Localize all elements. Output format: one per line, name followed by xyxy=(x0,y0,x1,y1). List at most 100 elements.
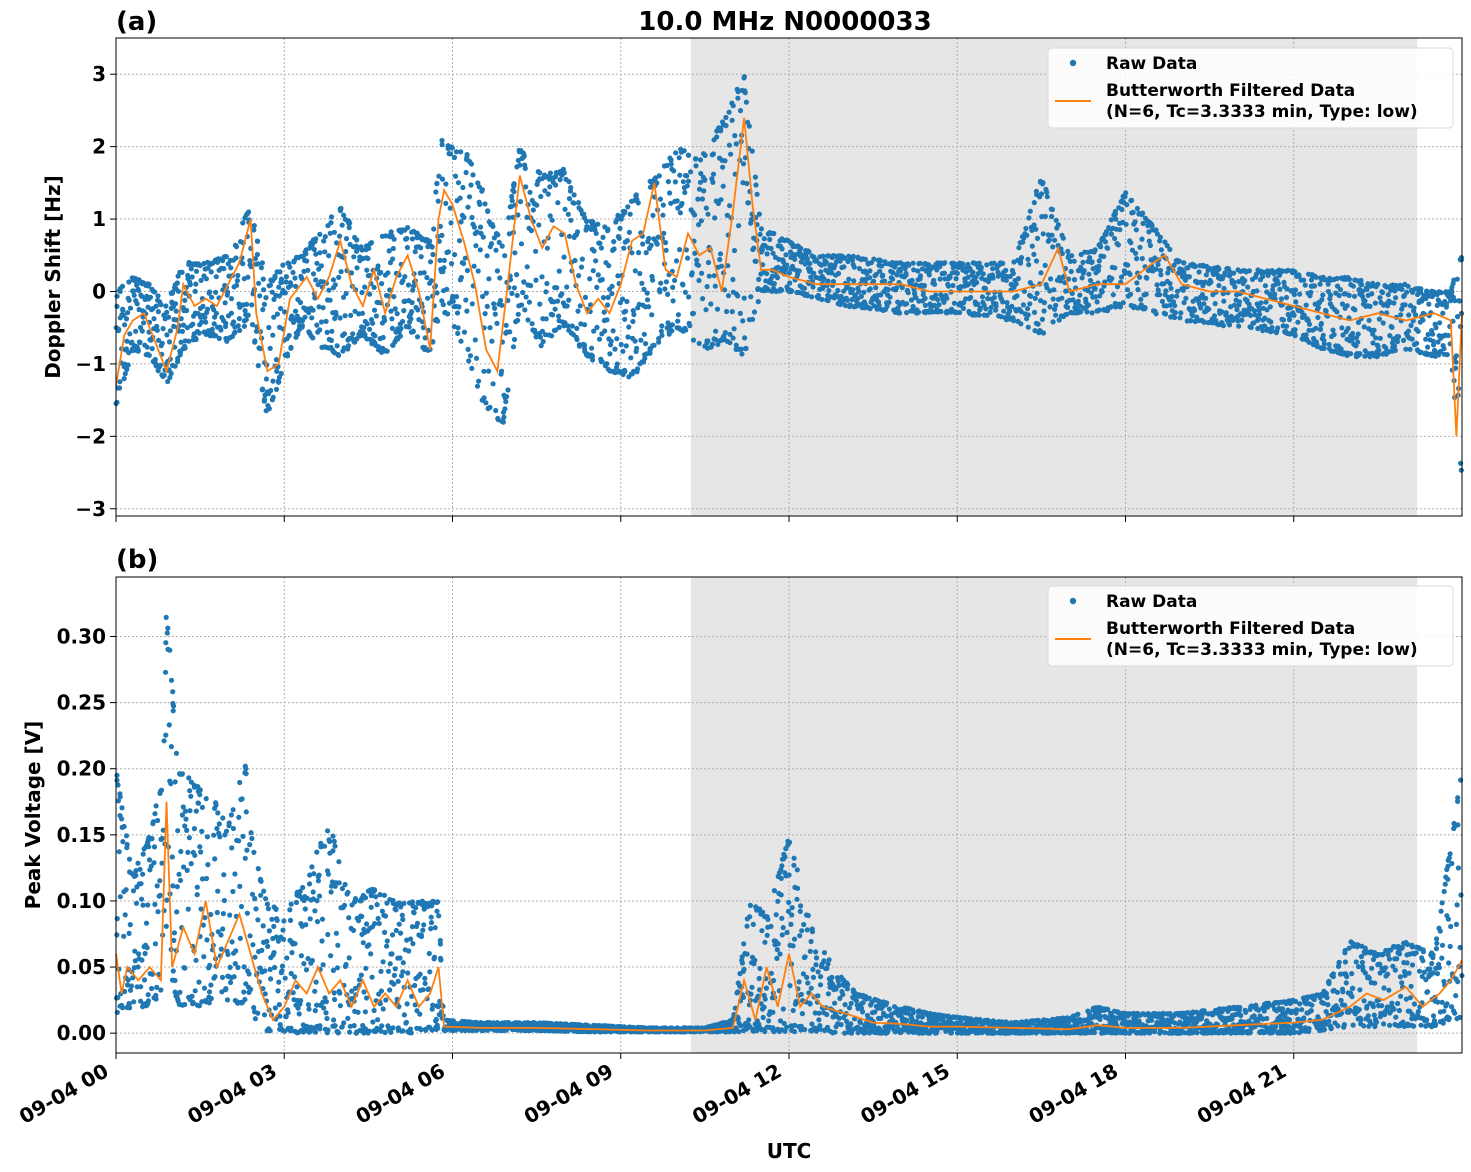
raw-data-point xyxy=(953,276,959,282)
raw-data-point xyxy=(1440,310,1446,316)
raw-data-point xyxy=(737,108,744,114)
raw-data-point xyxy=(251,849,257,856)
raw-data-point xyxy=(362,1009,368,1015)
raw-data-point xyxy=(122,912,128,918)
raw-data-point xyxy=(345,1015,351,1022)
raw-data-point xyxy=(328,344,334,351)
raw-data-point xyxy=(185,906,191,912)
raw-data-point xyxy=(504,394,510,400)
raw-data-point xyxy=(1235,267,1241,273)
raw-data-point xyxy=(607,368,613,374)
raw-data-point xyxy=(537,334,544,340)
raw-data-point xyxy=(408,936,414,942)
raw-data-point xyxy=(602,328,608,334)
raw-data-point xyxy=(1379,289,1386,296)
raw-data-point xyxy=(334,240,340,246)
raw-data-point xyxy=(370,1019,376,1025)
raw-data-point xyxy=(450,293,456,299)
raw-data-point xyxy=(465,204,471,210)
raw-data-point xyxy=(544,280,550,287)
raw-data-point xyxy=(311,246,317,253)
raw-data-point xyxy=(599,276,605,283)
raw-data-point xyxy=(1129,197,1135,203)
raw-data-point xyxy=(355,1009,361,1015)
raw-data-point xyxy=(331,990,337,996)
raw-data-point xyxy=(1108,231,1114,237)
raw-data-point xyxy=(336,274,342,280)
raw-data-point xyxy=(1309,272,1315,278)
raw-data-point xyxy=(725,293,732,299)
raw-data-point xyxy=(650,343,656,349)
raw-data-point xyxy=(1279,268,1286,274)
raw-data-point xyxy=(614,336,620,342)
raw-data-point xyxy=(779,246,785,252)
raw-data-point xyxy=(789,912,795,918)
raw-data-point xyxy=(568,185,574,191)
raw-data-point xyxy=(1038,329,1044,335)
raw-data-point xyxy=(332,996,338,1003)
raw-data-point xyxy=(675,318,681,324)
raw-data-point xyxy=(143,920,150,926)
raw-data-point xyxy=(1053,217,1059,223)
raw-data-point xyxy=(169,854,175,860)
raw-data-point xyxy=(1212,301,1218,307)
y-tick-label: −3 xyxy=(75,497,106,521)
raw-data-point xyxy=(997,260,1004,266)
raw-data-point xyxy=(428,278,434,284)
raw-data-point xyxy=(1219,320,1225,327)
raw-data-point xyxy=(404,1001,410,1007)
raw-data-point xyxy=(833,259,840,265)
raw-data-point xyxy=(135,287,142,293)
raw-data-point xyxy=(674,198,680,204)
raw-data-point xyxy=(1409,336,1415,342)
raw-data-point xyxy=(314,260,320,266)
raw-data-point xyxy=(693,156,699,162)
raw-data-point xyxy=(205,306,211,312)
raw-data-point xyxy=(1001,308,1007,314)
raw-data-point xyxy=(492,305,498,311)
raw-data-point xyxy=(1293,299,1299,305)
raw-data-point xyxy=(810,966,816,973)
raw-data-point xyxy=(755,299,761,305)
raw-data-point xyxy=(717,256,723,263)
raw-data-point xyxy=(216,335,222,341)
raw-data-point xyxy=(122,322,128,328)
raw-data-point xyxy=(469,365,475,371)
raw-data-point xyxy=(660,202,666,208)
raw-data-point xyxy=(372,921,378,927)
raw-data-point xyxy=(594,284,600,290)
raw-data-point xyxy=(410,283,417,289)
raw-data-point xyxy=(974,279,980,286)
raw-data-point xyxy=(1391,343,1398,349)
raw-data-point xyxy=(152,901,158,908)
raw-data-point xyxy=(514,272,520,278)
raw-data-point xyxy=(490,381,496,387)
raw-data-point xyxy=(376,920,382,927)
raw-data-point xyxy=(711,273,717,279)
raw-data-point xyxy=(414,334,421,340)
raw-data-point xyxy=(228,979,234,986)
raw-data-point xyxy=(679,200,685,207)
raw-data-point xyxy=(1044,194,1050,200)
raw-data-point xyxy=(342,881,348,888)
raw-data-point xyxy=(346,915,352,921)
raw-data-point xyxy=(720,335,726,341)
raw-data-point xyxy=(362,284,368,290)
raw-data-point xyxy=(280,927,286,933)
raw-data-point xyxy=(1096,307,1102,313)
raw-data-point xyxy=(547,170,554,176)
raw-data-point xyxy=(571,192,577,198)
raw-data-point xyxy=(1327,275,1333,281)
raw-data-point xyxy=(783,266,789,272)
raw-data-point xyxy=(1433,325,1439,331)
raw-data-point xyxy=(337,1003,343,1009)
raw-data-point xyxy=(388,308,394,314)
raw-data-point xyxy=(337,315,343,321)
raw-data-point xyxy=(742,155,749,161)
raw-data-point xyxy=(1367,353,1373,359)
raw-data-point xyxy=(292,941,298,947)
raw-data-point xyxy=(741,966,747,973)
raw-data-point xyxy=(817,982,824,988)
legend-filtered-label-a: Butterworth Filtered Data xyxy=(1106,81,1355,101)
